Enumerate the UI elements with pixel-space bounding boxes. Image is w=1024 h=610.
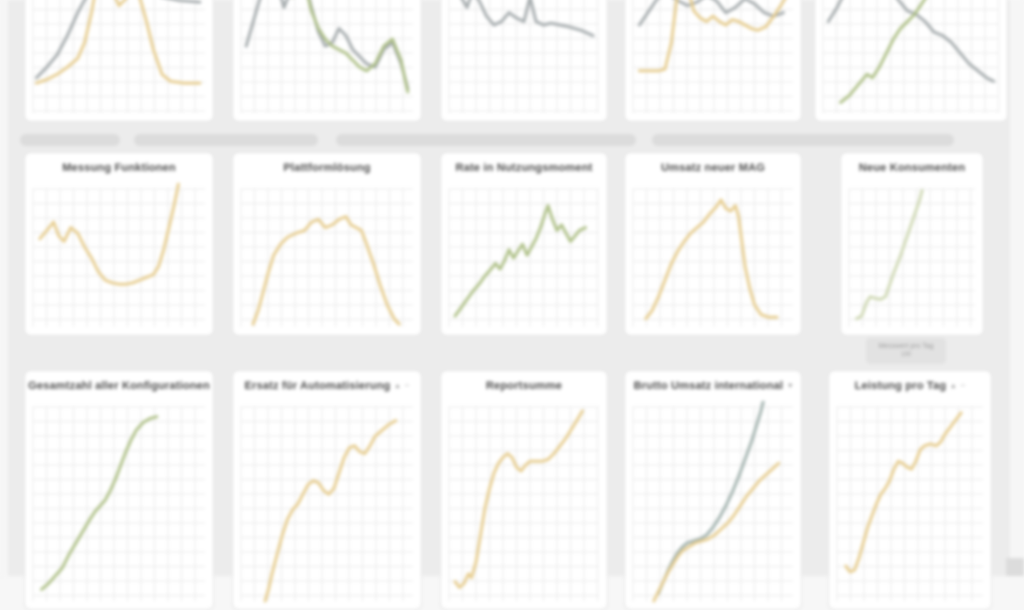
chart-title-text: Plattformlösung [283,162,370,174]
series-line-yellow [40,183,179,284]
divider-bar [652,134,954,146]
minus-icon[interactable]: − [405,382,410,390]
chart-title-text: Neue Konsumenten [859,162,966,174]
chart-title: Leistung pro Tag ▴− [829,371,991,401]
series-line-grey [454,0,594,36]
tooltip-line2: 100 [901,352,911,359]
dashboard-root: Messung Funktionen Plattformlösung Rate in… [0,0,1024,576]
chart-title: Plattformlösung [233,153,421,183]
chart-title: Neue Konsumenten [841,153,983,183]
chart-title: Reportsumme [441,371,607,401]
chart-title-text: Messung Funktionen [62,162,176,174]
divider-bar [134,134,318,146]
divider-bar [20,134,120,146]
series-line-yellow [36,0,199,83]
chart-title: Ersatz für Automatisierung ▴− [233,371,421,401]
chart-title-text: Leistung pro Tag [855,380,947,392]
chart-card[interactable]: Reportsumme [440,370,608,610]
chart-card[interactable] [624,0,802,122]
line-chart [441,183,607,335]
line-chart [25,401,213,609]
series-line-grey [246,0,408,88]
chevron-down-icon[interactable]: ▾ [788,382,792,390]
chart-card[interactable] [232,0,422,122]
chart-title-text: Umsatz neuer MAG [661,162,765,174]
screen-blur-wrapper: Messung Funktionen Plattformlösung Rate in… [0,0,1024,576]
series-line-yellow [654,463,779,601]
chart-card[interactable] [24,0,214,122]
line-chart [625,183,801,335]
series-line-green [42,417,157,590]
chart-card[interactable]: Leistung pro Tag ▴− [828,370,992,610]
chart-card[interactable] [814,0,1008,122]
chart-title-text: Rate in Nutzungsmoment [455,162,592,174]
chart-card[interactable]: Ersatz für Automatisierung ▴− [232,370,422,610]
divider-bar [336,134,636,146]
page-left-margin [0,0,8,576]
chart-title: Gesamtzahl aller Konfigurationen [25,371,213,401]
chart-card[interactable]: Rate in Nutzungsmoment [440,152,608,336]
line-chart [25,183,213,335]
minus-icon[interactable]: − [960,382,965,390]
series-line-green [841,0,971,102]
series-line-green [455,206,586,316]
line-chart [815,0,1007,121]
tooltip: Messwert pro Tag 100 [866,338,946,364]
chart-title: Rate in Nutzungsmoment [441,153,607,183]
chart-card[interactable]: Messung Funktionen [24,152,214,336]
line-chart [441,0,607,121]
chart-card[interactable] [440,0,608,122]
line-chart [233,0,421,121]
chart-card[interactable]: Neue Konsumenten [840,152,984,336]
chart-title-text: Gesamtzahl aller Konfigurationen [28,380,210,392]
chevron-up-icon[interactable]: ▴ [395,382,399,390]
chart-title: Messung Funktionen [25,153,213,183]
chart-title: Umsatz neuer MAG [625,153,801,183]
chart-card[interactable]: Brutto Umsatz international ▾ [624,370,802,610]
chart-title-text: Brutto Umsatz international [634,380,784,392]
line-chart [233,401,421,609]
scroll-corner [1006,558,1024,576]
chart-card[interactable]: Umsatz neuer MAG [624,152,802,336]
line-chart [829,401,991,609]
page-right-margin [1010,0,1024,576]
chart-card[interactable]: Plattformlösung [232,152,422,336]
series-line-yellow [455,411,583,588]
line-chart [233,183,421,335]
line-chart [625,401,801,609]
chart-card[interactable]: Gesamtzahl aller Konfigurationen [24,370,214,610]
line-chart [25,0,213,121]
series-line-grey [639,0,783,25]
series-line-grey [828,0,993,81]
chart-title-text: Ersatz für Automatisierung [244,380,390,392]
chart-title-text: Reportsumme [486,380,562,392]
tooltip-line1: Messwert pro Tag [878,343,933,351]
chevron-up-icon[interactable]: ▴ [951,382,955,390]
line-chart [625,0,801,121]
series-line-yellow [846,413,961,572]
line-chart [841,183,983,335]
chart-title: Brutto Umsatz international ▾ [625,371,801,401]
line-chart [441,401,607,609]
